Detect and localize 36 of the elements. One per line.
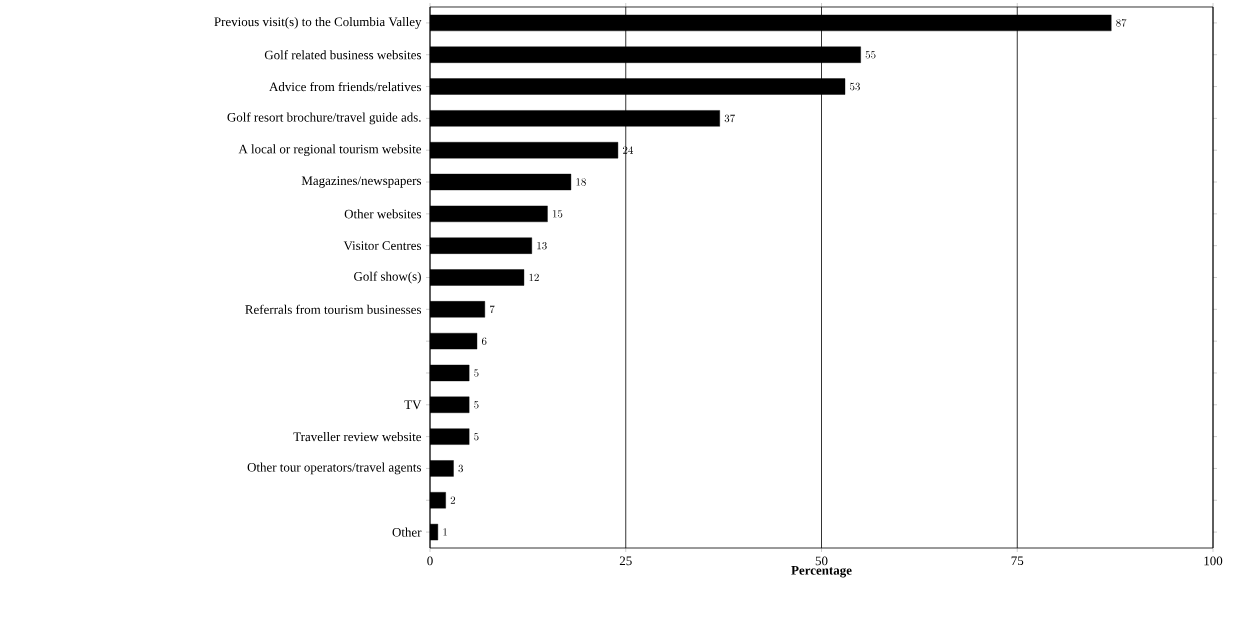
data-label: 5 [474, 432, 479, 441]
y-tick-label: A local or regional tourism website [238, 144, 422, 157]
x-tick-label: 75 [1011, 556, 1024, 566]
x-tick-label: 50 [815, 556, 828, 566]
data-label: 37 [724, 114, 735, 123]
data-label: 18 [576, 178, 586, 186]
y-tick-label: TV [404, 400, 422, 410]
x-axis-title: Percentage [791, 566, 852, 578]
data-label: 87 [1116, 19, 1127, 27]
y-tick-label: Other tour operators/travel agents [247, 462, 422, 475]
data-label: 1 [443, 528, 447, 536]
data-label: 2 [450, 496, 456, 504]
y-tick-label: Other [392, 527, 422, 537]
data-label: 12 [529, 273, 539, 282]
y-tick-label: Visitor Centres [343, 241, 422, 251]
data-label: 7 [489, 305, 495, 314]
data-label: 53 [850, 82, 860, 91]
data-label: 5 [474, 401, 479, 409]
y-tick-label: Advice from friends/relatives [269, 81, 422, 92]
data-label: 13 [537, 241, 547, 250]
y-tick-label: Referrals from tourism businesses [245, 304, 422, 314]
y-tick-label: Golf resort brochure/travel guide ads. [227, 112, 421, 125]
y-tick-label: Golf related business websites [264, 50, 422, 60]
y-tick-label: Previous visit(s) to the Columbia Valley [214, 17, 422, 29]
data-label: 55 [865, 50, 876, 59]
x-tick-label: 0 [427, 556, 433, 566]
y-tick-label: Golf show(s) [354, 271, 421, 284]
x-tick-label: 25 [619, 556, 632, 566]
data-label: 6 [481, 337, 487, 345]
x-tick-label: 100 [1204, 556, 1223, 566]
y-tick-label: Traveller review website [293, 432, 422, 442]
data-label: 5 [474, 369, 479, 377]
y-tick-label: Magazines/newspapers [301, 176, 422, 188]
data-label: 15 [552, 210, 563, 218]
data-label: 3 [458, 464, 463, 473]
y-tick-label: Other websites [344, 209, 422, 219]
